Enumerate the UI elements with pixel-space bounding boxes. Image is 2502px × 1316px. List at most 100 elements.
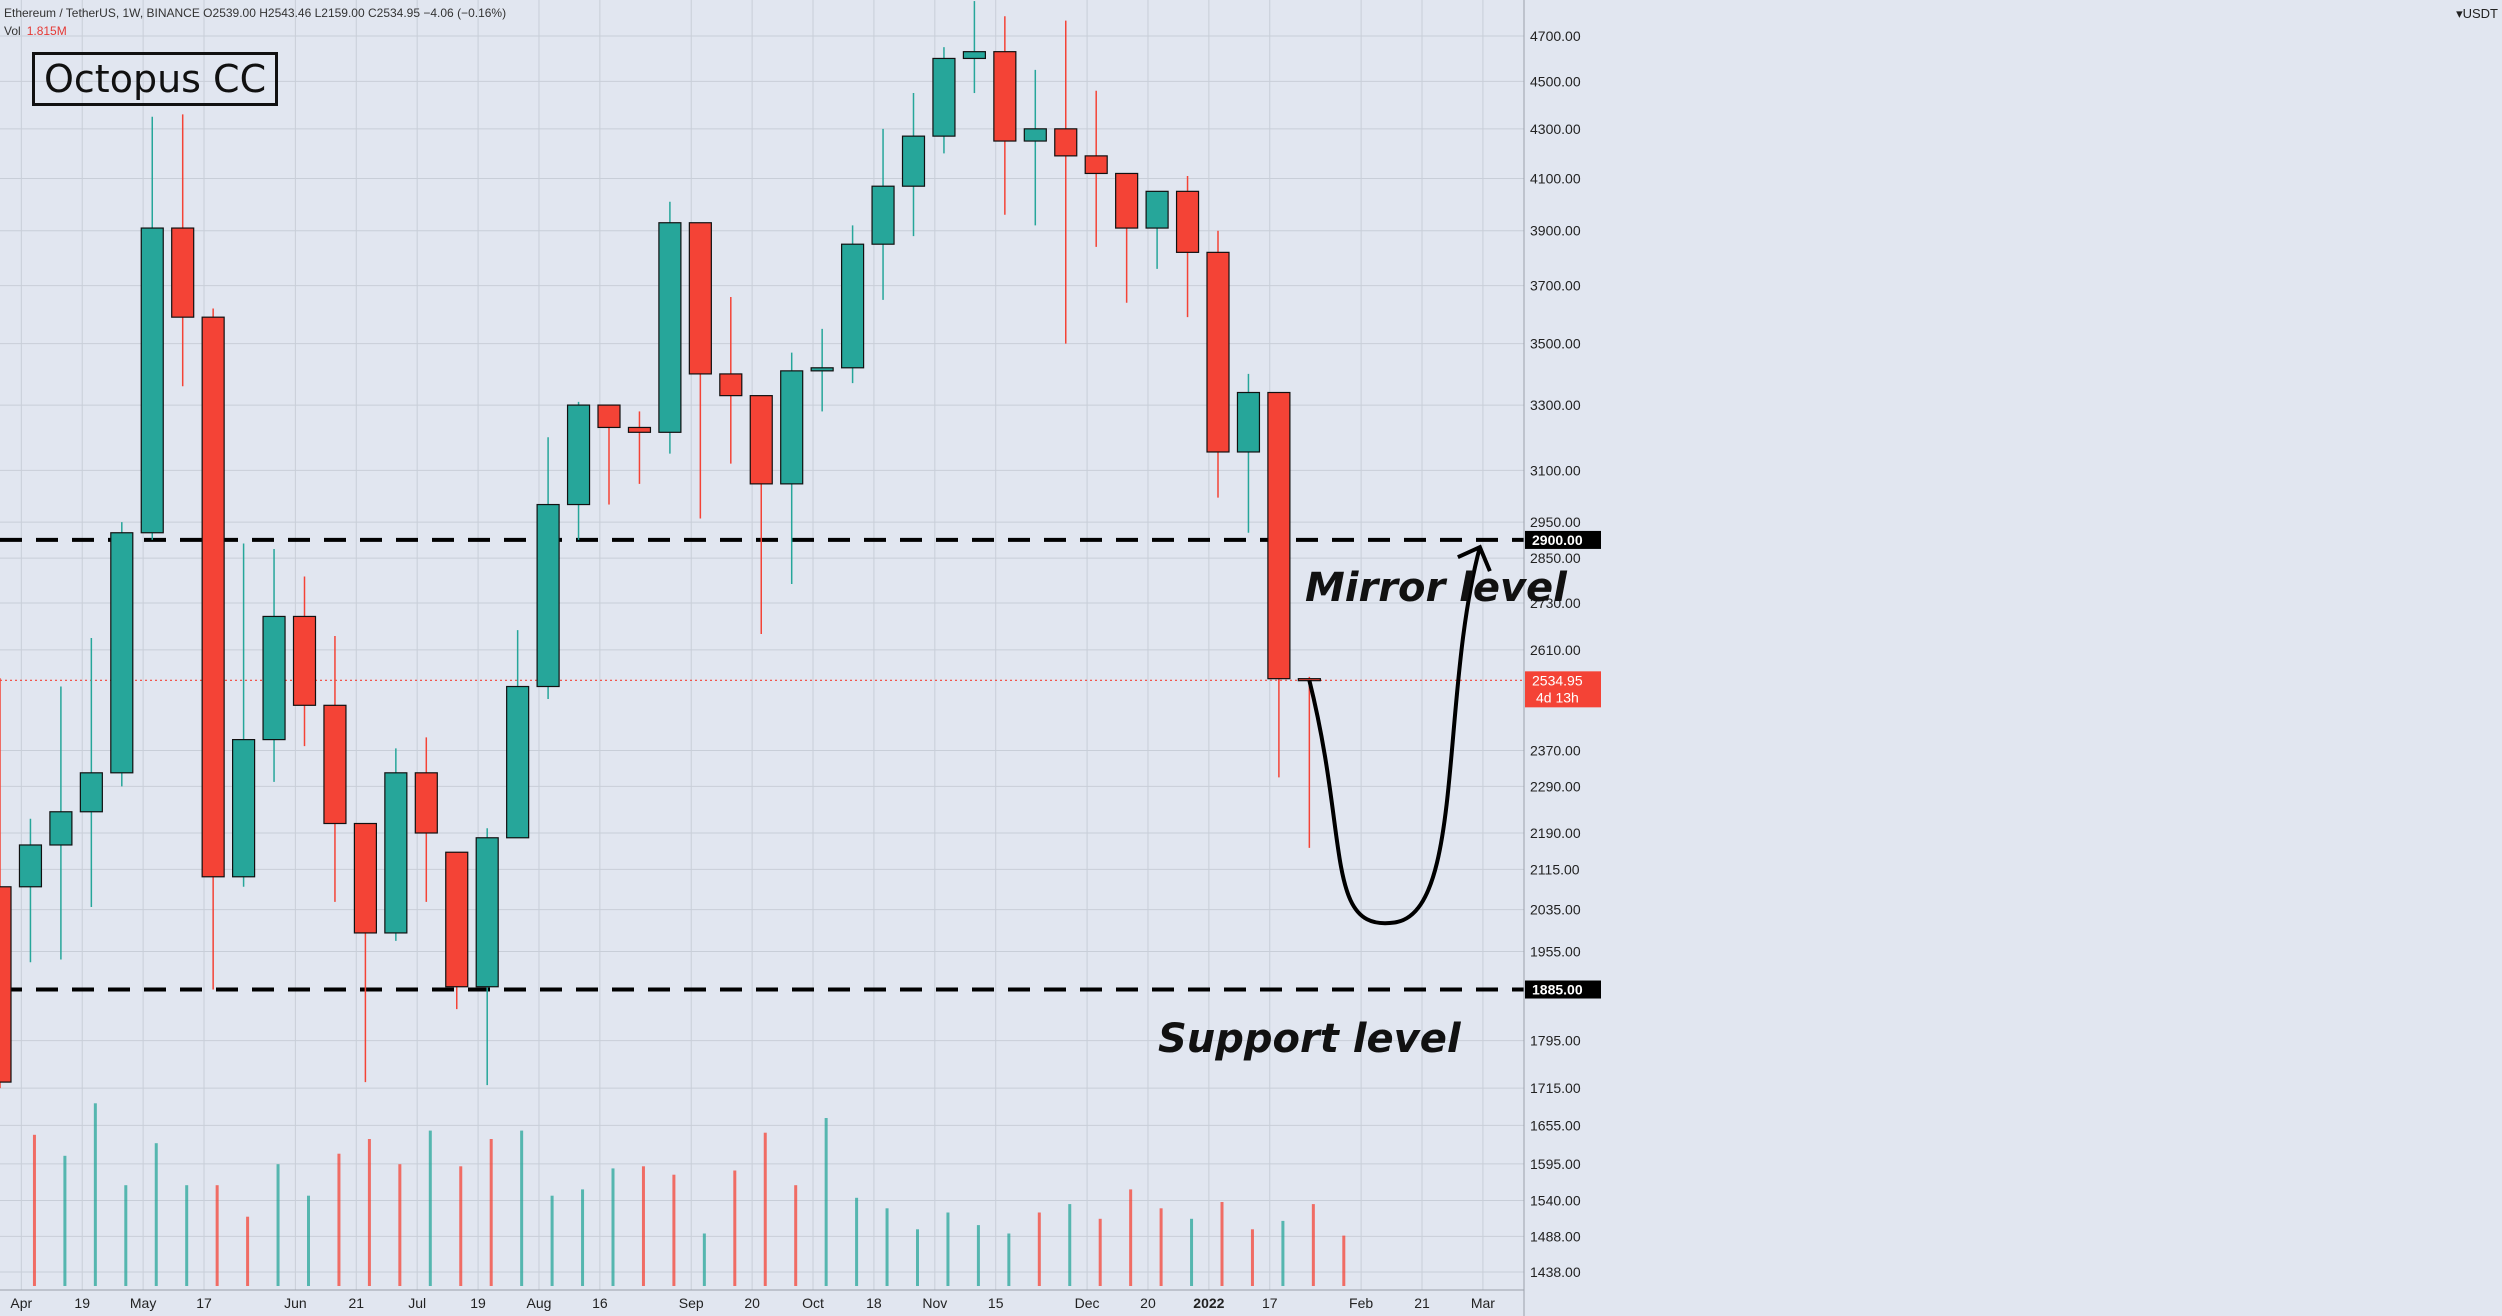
volume-bar — [1098, 1218, 1102, 1286]
price-tick-label: 1438.00 — [1530, 1264, 1581, 1280]
price-tick-label: 3700.00 — [1530, 278, 1581, 294]
price-tick-label: 1595.00 — [1530, 1156, 1581, 1172]
symbol-header: Ethereum / TetherUS, 1W, BINANCE O2539.0… — [4, 6, 506, 38]
symbol-info: Ethereum / TetherUS, 1W, BINANCE O2539.0… — [4, 6, 507, 20]
time-tick-label: Jul — [408, 1295, 426, 1311]
projection-curve — [1307, 546, 1482, 926]
volume-bar — [185, 1185, 189, 1286]
candle-down — [171, 227, 195, 318]
volume-bar — [976, 1225, 980, 1286]
candle-down — [0, 886, 12, 1083]
candles — [0, 1, 1321, 1089]
candle-up — [140, 227, 164, 534]
candle-up — [49, 811, 73, 846]
volume-bar — [63, 1155, 67, 1286]
candle-up — [840, 243, 865, 369]
time-tick-label: Feb — [1349, 1295, 1373, 1311]
volume-bar — [885, 1208, 889, 1286]
time-tick-label: 21 — [1414, 1295, 1430, 1311]
time-tick-label: 16 — [592, 1295, 608, 1311]
candle-up — [566, 404, 591, 506]
time-tick-label: Aug — [527, 1295, 552, 1311]
volume-bar — [702, 1233, 706, 1286]
volume-bar — [550, 1195, 554, 1286]
volume-bar — [337, 1153, 341, 1286]
price-tick-label: 2115.00 — [1530, 861, 1580, 877]
candle-down — [1054, 128, 1078, 157]
candle-up — [962, 51, 987, 60]
volume-bar — [428, 1130, 432, 1286]
level-price-tag — [1525, 530, 1601, 549]
time-tick-label: 18 — [866, 1295, 882, 1311]
candle-up — [901, 135, 926, 187]
candle-up — [1023, 128, 1047, 142]
price-tick-label: 1955.00 — [1530, 943, 1581, 959]
support-level-label: Support level — [1158, 1016, 1461, 1062]
price-tick-label: 3100.00 — [1530, 462, 1581, 478]
volume-bar — [367, 1139, 371, 1286]
time-tick-label: Dec — [1075, 1295, 1100, 1311]
price-tick-label: 1795.00 — [1530, 1033, 1581, 1049]
time-tick-label: Jun — [284, 1295, 307, 1311]
candle-down — [323, 704, 347, 825]
volume-bar — [276, 1164, 280, 1286]
candle-up — [658, 222, 682, 433]
candle-up — [110, 532, 134, 774]
volume-bar — [1159, 1208, 1163, 1286]
volume-bar — [1311, 1204, 1315, 1286]
candle-down — [1267, 391, 1291, 680]
volume-bar — [946, 1212, 950, 1286]
candle-up — [810, 367, 834, 372]
price-tick-label: 4500.00 — [1530, 73, 1581, 89]
volume-bar — [124, 1185, 128, 1286]
volume-bar — [246, 1216, 250, 1286]
price-tick-label: 3500.00 — [1530, 336, 1581, 352]
price-tick-label: 2950.00 — [1530, 514, 1581, 530]
time-tick-label: 15 — [988, 1295, 1004, 1311]
price-tick-label: 2290.00 — [1530, 778, 1581, 794]
volume-bar — [1129, 1189, 1133, 1286]
volume-bar — [1068, 1204, 1072, 1286]
volume-bar — [459, 1166, 463, 1286]
volume-bar — [520, 1130, 524, 1286]
price-tick-label: 2190.00 — [1530, 825, 1581, 841]
level-price-tag — [1525, 980, 1601, 999]
volume-bars — [32, 1103, 1346, 1286]
volume-bar — [32, 1134, 36, 1286]
brand-label: Octopus CC — [32, 52, 279, 106]
price-tick-label: 4700.00 — [1530, 28, 1581, 44]
price-tick-label: 2850.00 — [1530, 550, 1581, 566]
volume-bar — [794, 1185, 798, 1286]
time-axis[interactable]: Apr 19 May 17 Jun 21 Jul 19 Aug 16 Sep 20 Oct 18 Nov 15… — [0, 1289, 1524, 1311]
volume-bar — [154, 1143, 158, 1286]
candle-down — [627, 426, 652, 433]
time-tick-label: Oct — [802, 1295, 824, 1311]
candle-down — [688, 222, 712, 375]
time-tick-label: 17 — [1262, 1295, 1278, 1311]
volume-value: 1.815M — [26, 24, 67, 38]
candle-up — [506, 685, 530, 839]
time-tick-label: 20 — [744, 1295, 760, 1311]
volume-bar — [581, 1189, 585, 1286]
candle-down — [353, 822, 377, 934]
candle-down — [1175, 190, 1200, 253]
candle-down — [1206, 251, 1230, 453]
volume-bar — [1250, 1229, 1254, 1286]
time-tick-label: 19 — [74, 1295, 90, 1311]
candle-down — [1115, 172, 1139, 229]
currency-tag[interactable]: ▾USDT — [2456, 6, 2498, 21]
price-tick-label: 1715.00 — [1530, 1080, 1581, 1096]
candle-down — [201, 316, 225, 878]
volume-bar — [672, 1174, 676, 1286]
price-tick-label: 1655.00 — [1530, 1117, 1581, 1133]
price-axis[interactable]: 4700.00 4500.00 4300.00 4100.00 3900.00 3700.… — [1523, 0, 1601, 1316]
candle-down — [445, 851, 469, 988]
projection-path — [1307, 544, 1492, 926]
price-tick-label: 1488.00 — [1530, 1228, 1581, 1244]
candle-down — [719, 373, 743, 397]
time-tick-label: Mar — [1471, 1295, 1495, 1311]
candle-up — [475, 837, 499, 988]
candle-up — [780, 370, 804, 485]
